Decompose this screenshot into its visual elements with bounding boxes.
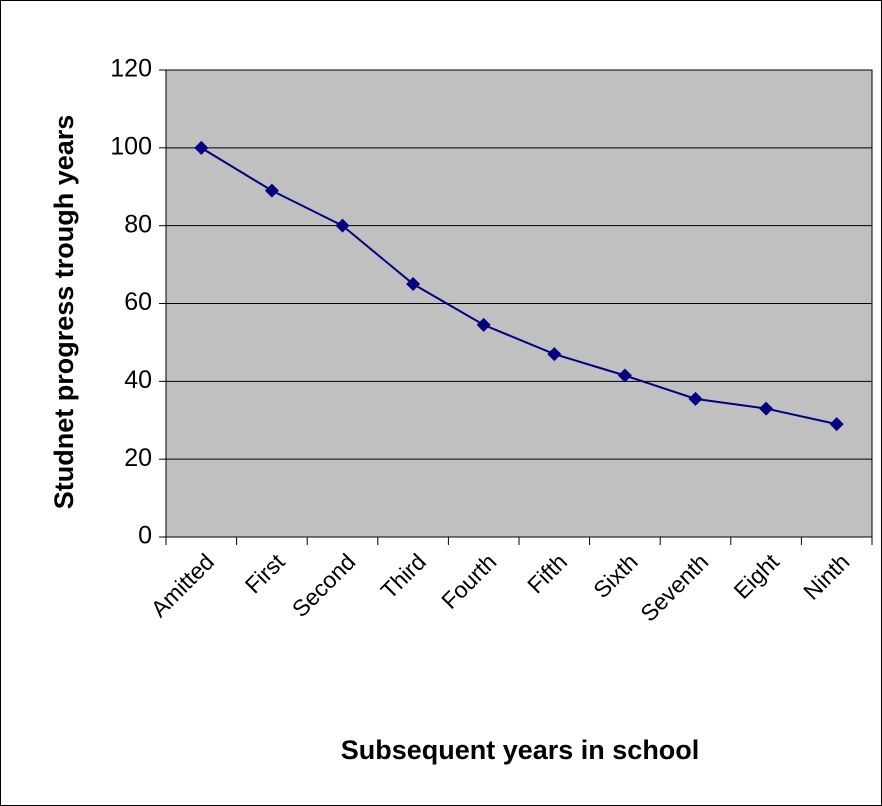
data-point — [264, 183, 279, 198]
data-point — [194, 140, 209, 155]
y-tick-label: 40 — [124, 366, 152, 394]
y-tick-label: 20 — [124, 444, 152, 472]
data-point — [476, 317, 491, 332]
y-tick-label: 120 — [110, 55, 152, 83]
data-line — [200, 146, 837, 426]
data-point — [335, 218, 350, 233]
y-tick-label: 0 — [138, 522, 152, 550]
y-tick-label: 80 — [124, 210, 152, 238]
data-point — [547, 347, 562, 362]
data-point — [829, 417, 844, 432]
data-point — [617, 368, 632, 383]
y-axis-title: Studnet progress trough years — [49, 115, 79, 510]
data-point — [688, 391, 703, 406]
y-tick-label: 60 — [124, 288, 152, 316]
y-tick-label: 100 — [110, 132, 152, 160]
data-point — [406, 277, 421, 292]
data-point — [759, 401, 774, 416]
x-axis-title: Subsequent years in school — [341, 735, 700, 765]
